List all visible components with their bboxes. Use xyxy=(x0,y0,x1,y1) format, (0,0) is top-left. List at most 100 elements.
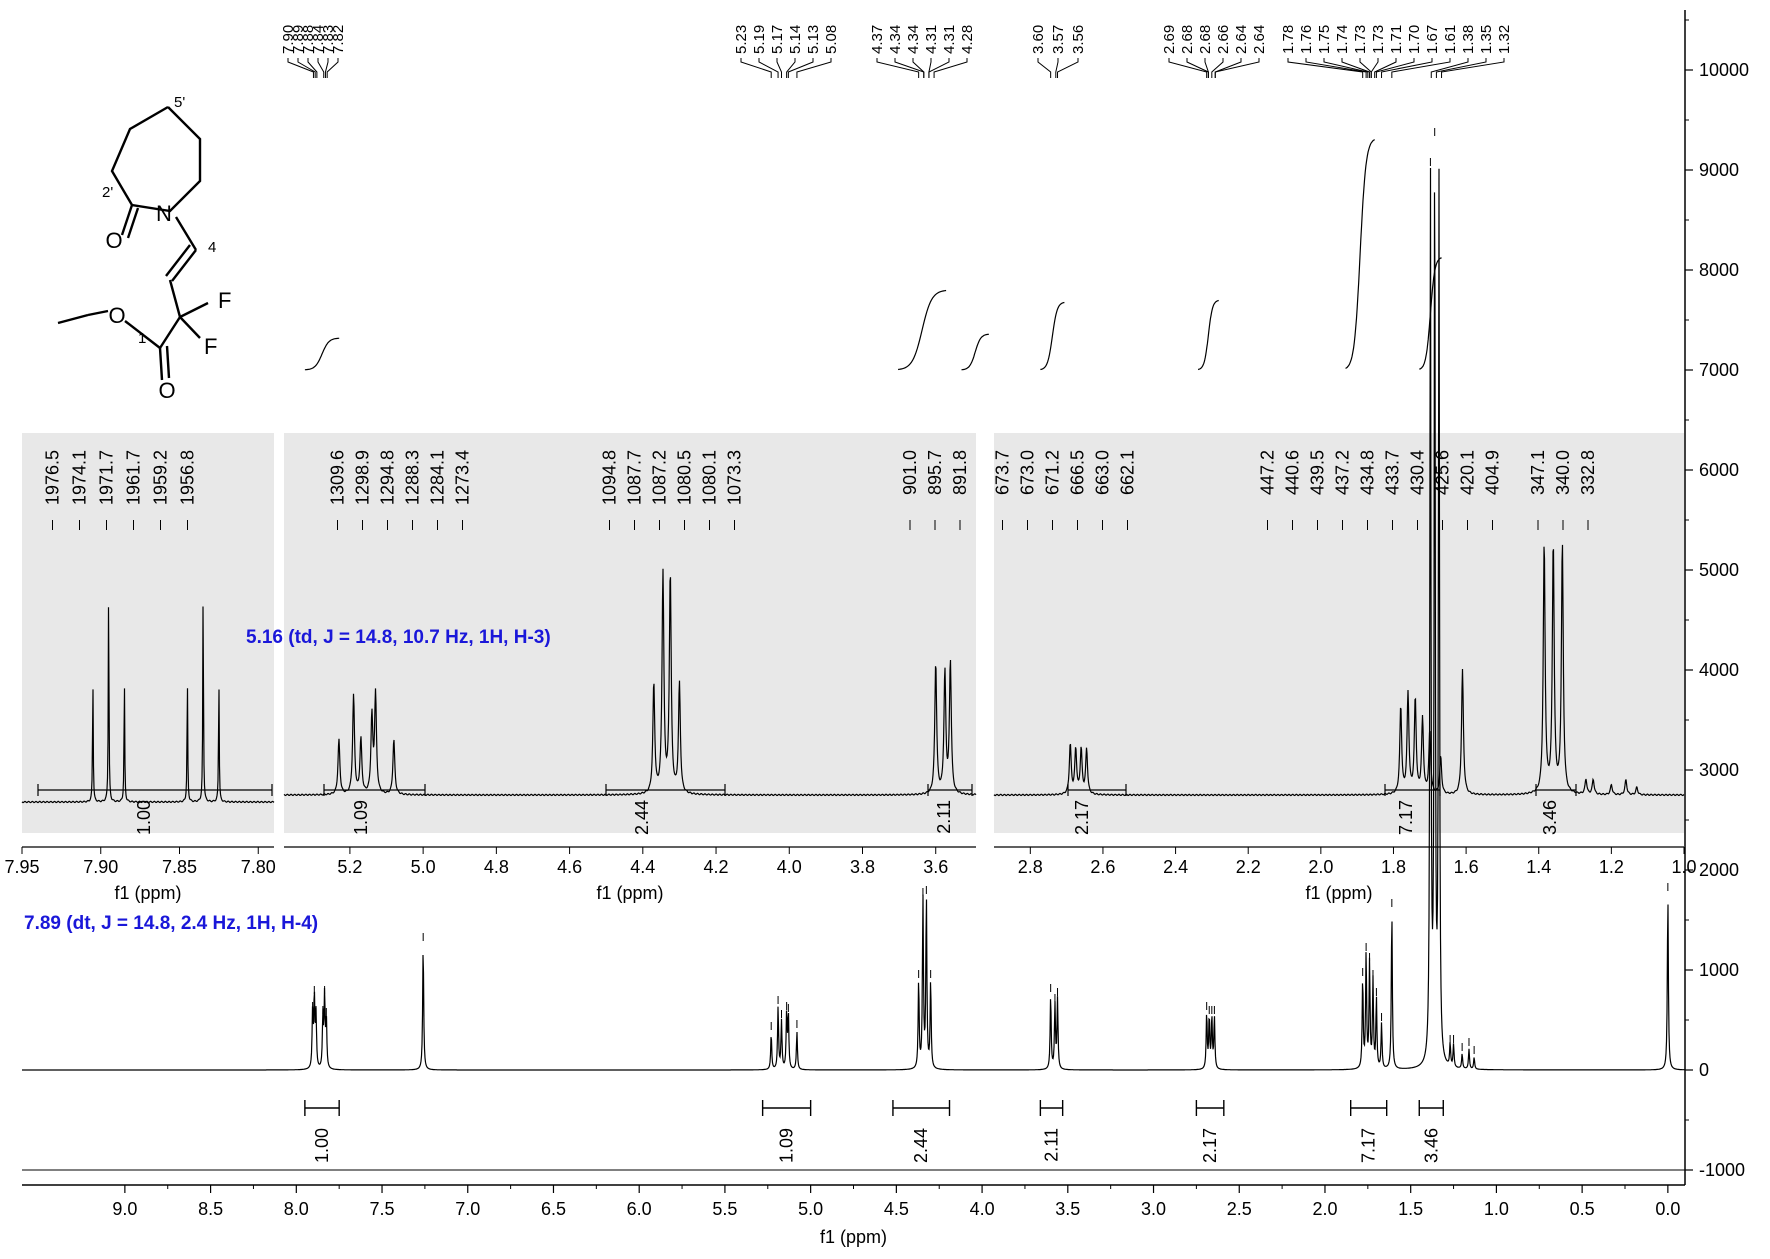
inset-0-tick-label-1: 7.90 xyxy=(83,857,118,877)
inset-integral-value-0: 1.00 xyxy=(134,800,154,835)
inset-pick-5-2: 439.5 xyxy=(1308,450,1328,495)
x-tick-label-0: 9.0 xyxy=(112,1199,137,1219)
cf2-f-bond xyxy=(179,301,209,319)
inset-pick-0-1: 1974.1 xyxy=(70,450,90,505)
inset-pick-2-4: 1080.1 xyxy=(700,450,720,505)
c1-o-bond xyxy=(158,347,164,381)
top-pick-leader-1-2 xyxy=(776,58,782,78)
top-peak-pick-4-5: 2.64 xyxy=(1251,25,1268,54)
inset-1-tick-label-7: 3.8 xyxy=(850,857,875,877)
top-pick-leader-5-10 xyxy=(1430,58,1469,78)
top-pick-leader-1-1 xyxy=(758,58,779,78)
top-peak-pick-4-4: 2.64 xyxy=(1233,25,1250,54)
integral-curve-3 xyxy=(1040,301,1065,371)
integral-value-2: 2.44 xyxy=(911,1128,931,1163)
top-pick-leader-2-4 xyxy=(928,58,950,78)
top-peak-pick-5-10: 1.38 xyxy=(1460,25,1477,54)
top-pick-leader-0-5 xyxy=(326,58,339,78)
c4-c3-bond xyxy=(171,249,197,282)
top-peak-pick-1-5: 5.08 xyxy=(823,25,840,54)
y-tick-label-5: 4000 xyxy=(1699,660,1739,680)
inset-2-trace xyxy=(993,544,1685,797)
integral-curve-4 xyxy=(1197,299,1219,371)
annotation-h4: 7.89 (dt, J = 14.8, 2.4 Hz, 1H, H-4) xyxy=(24,913,319,934)
inset-0-tick-label-3: 7.80 xyxy=(241,857,276,877)
inset-pick-4-0: 673.7 xyxy=(993,450,1013,495)
inset-pick-5-7: 425.6 xyxy=(1433,450,1453,495)
inset-1-tick-label-1: 5.0 xyxy=(411,857,436,877)
top-pick-leader-3-1 xyxy=(1055,58,1059,78)
top-peak-pick-2-1: 4.34 xyxy=(887,25,904,54)
inset-pick-6-0: 347.1 xyxy=(1528,450,1548,495)
integral-value-0: 1.00 xyxy=(312,1128,332,1163)
atom-f-top-label: F xyxy=(218,288,231,313)
x-tick-label-17: 0.5 xyxy=(1570,1199,1595,1219)
o-ch2-bond xyxy=(87,309,109,317)
c1-label: 1 xyxy=(138,330,146,347)
top-peak-pick-4-0: 2.69 xyxy=(1161,25,1178,54)
x-tick-label-10: 4.0 xyxy=(970,1199,995,1219)
inset-1-tick-label-2: 4.8 xyxy=(484,857,509,877)
top-pick-leader-5-2 xyxy=(1323,58,1369,78)
y-tick-label-6: 5000 xyxy=(1699,560,1739,580)
inset-pick-3-1: 895.7 xyxy=(925,450,945,495)
c1-o-double-bond xyxy=(165,345,171,379)
y-tick-label-8: 7000 xyxy=(1699,360,1739,380)
top-peak-pick-3-0: 3.60 xyxy=(1030,25,1047,54)
inset-2-tick-label-5: 1.8 xyxy=(1381,857,1406,877)
y-tick-label-11: 10000 xyxy=(1699,60,1749,80)
c1-oester-bond xyxy=(124,320,161,349)
inset-pick-5-6: 430.4 xyxy=(1408,450,1428,495)
top-pick-leader-0-0 xyxy=(287,58,314,78)
inset-2-tick-label-3: 2.2 xyxy=(1236,857,1261,877)
top-peak-pick-5-9: 1.61 xyxy=(1442,25,1459,54)
inset-pick-5-1: 440.6 xyxy=(1283,450,1303,495)
inset-pick-1-5: 1273.4 xyxy=(453,450,473,505)
integral-value-1: 1.09 xyxy=(777,1128,797,1163)
atom-o-ester-label: O xyxy=(108,303,125,328)
inset-pick-4-3: 666.5 xyxy=(1068,450,1088,495)
inset-pick-5-0: 447.2 xyxy=(1258,450,1278,495)
integral-value-3: 2.11 xyxy=(1042,1128,1062,1162)
inset-integral-value-4: 2.17 xyxy=(1072,800,1092,835)
integral-value-5: 7.17 xyxy=(1359,1128,1379,1163)
top-pick-leader-5-5 xyxy=(1370,58,1379,78)
inset-pick-3-0: 901.0 xyxy=(900,450,920,495)
inset-pick-4-1: 673.0 xyxy=(1018,450,1038,495)
top-pick-leader-5-12 xyxy=(1441,58,1505,78)
top-peak-pick-5-8: 1.67 xyxy=(1424,25,1441,54)
inset-pick-5-4: 434.8 xyxy=(1358,450,1378,495)
inset-1-tick-label-3: 4.6 xyxy=(557,857,582,877)
y-tick-label-0: -1000 xyxy=(1699,1160,1745,1180)
y-tick-label-7: 6000 xyxy=(1699,460,1739,480)
top-pick-leader-5-6 xyxy=(1374,58,1397,78)
top-peak-pick-4-3: 2.66 xyxy=(1215,25,1232,54)
y-tick-label-4: 3000 xyxy=(1699,760,1739,780)
inset-background-2 xyxy=(284,433,976,833)
inset-background-3 xyxy=(994,433,1684,833)
atom-f-bottom-label: F xyxy=(204,334,217,359)
x-tick-label-5: 6.5 xyxy=(541,1199,566,1219)
x-tick-label-13: 2.5 xyxy=(1227,1199,1252,1219)
top-pick-leader-4-4 xyxy=(1214,58,1242,78)
azepane-ring-bond xyxy=(110,105,202,213)
top-peak-pick-0-3: 7.84 xyxy=(310,25,327,54)
inset-2-tick-label-7: 1.4 xyxy=(1526,857,1551,877)
annotation-h3: 5.16 (td, J = 14.8, 10.7 Hz, 1H, H-3) xyxy=(246,627,551,648)
x-tick-label-18: 0.0 xyxy=(1655,1199,1680,1219)
top-pick-leader-4-5 xyxy=(1214,58,1260,78)
top-pick-leader-1-0 xyxy=(740,58,772,78)
inset-pick-1-2: 1294.8 xyxy=(378,450,398,505)
top-pick-leader-2-5 xyxy=(933,58,968,78)
inset-pick-2-0: 1094.8 xyxy=(600,450,620,505)
top-peak-pick-3-1: 3.57 xyxy=(1050,25,1067,54)
inset-0-x-title: f1 (ppm) xyxy=(114,883,181,903)
integral-curve-6 xyxy=(1419,257,1442,370)
inset-pick-4-2: 671.2 xyxy=(1043,450,1063,495)
inset-1-tick-label-6: 4.0 xyxy=(777,857,802,877)
c3-cf2-bond xyxy=(168,279,182,318)
x-tick-label-15: 1.5 xyxy=(1398,1199,1423,1219)
top-peak-pick-4-1: 2.68 xyxy=(1179,25,1196,54)
inset-integral-value-3: 2.11 xyxy=(934,800,954,834)
